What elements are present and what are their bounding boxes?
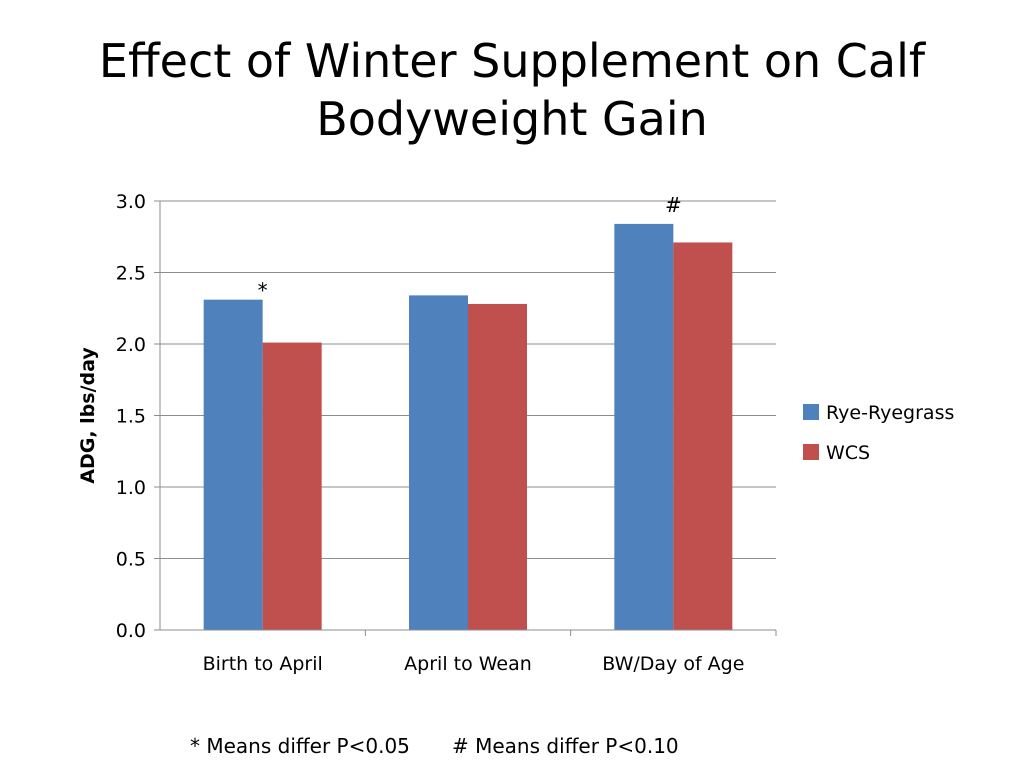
legend-swatch <box>803 404 819 420</box>
y-axis-title: ADG, lbs/day <box>77 347 99 484</box>
significance-marker: # <box>665 193 682 217</box>
legend-label: WCS <box>826 442 870 464</box>
bars <box>203 223 733 630</box>
significance-marker: * <box>258 279 268 303</box>
bar-rye-ryegrass <box>203 299 263 630</box>
bar-wcs <box>468 303 527 630</box>
legend-label: Rye-Ryegrass <box>826 402 954 424</box>
y-tick-label: 1.5 <box>116 406 146 428</box>
legend-swatch <box>803 444 819 460</box>
y-tick-label: 0.0 <box>116 620 146 642</box>
y-tick-label: 2.5 <box>116 263 146 285</box>
x-tick-label: April to Wean <box>404 653 532 675</box>
bar-wcs <box>262 342 322 630</box>
y-tick-label: 1.0 <box>116 477 146 499</box>
y-tick-label: 2.0 <box>116 334 146 356</box>
slide-title: Effect of Winter Supplement on Calf Body… <box>40 32 984 148</box>
y-tick-label: 3.0 <box>116 191 146 213</box>
bar-rye-ryegrass <box>614 223 674 630</box>
x-tick-label: BW/Day of Age <box>602 653 744 675</box>
axis-labels: 0.0 0.5 1.0 1.5 2.0 2.5 3.0 Birth to April April… <box>77 191 744 675</box>
x-tick-label: Birth to April <box>203 653 323 675</box>
annotations: *# <box>258 193 682 303</box>
y-tick-label: 0.5 <box>116 549 146 571</box>
axes <box>154 200 777 636</box>
title-line-1: Effect of Winter Supplement on Calf <box>98 34 926 88</box>
bar-wcs <box>673 242 733 630</box>
legend: Rye-Ryegrass WCS <box>803 402 954 464</box>
title-line-2: Bodyweight Gain <box>316 92 708 146</box>
footnote-star: * Means differ P<0.05 <box>190 734 410 758</box>
footnote-hash: # Means differ P<0.10 <box>452 734 679 758</box>
bar-rye-ryegrass <box>409 295 468 630</box>
